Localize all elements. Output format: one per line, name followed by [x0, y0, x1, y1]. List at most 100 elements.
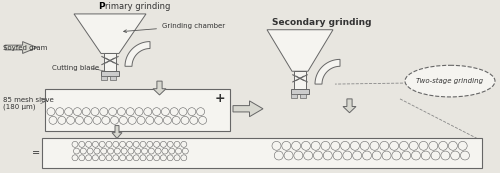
Polygon shape — [5, 42, 37, 53]
Circle shape — [174, 141, 180, 147]
Circle shape — [172, 116, 180, 124]
Circle shape — [135, 108, 143, 116]
Bar — [42, 138, 482, 168]
Circle shape — [49, 116, 57, 124]
Circle shape — [274, 151, 283, 160]
Circle shape — [120, 116, 128, 124]
Circle shape — [438, 141, 448, 150]
Circle shape — [402, 151, 410, 160]
Circle shape — [181, 141, 187, 147]
Circle shape — [362, 151, 372, 160]
Circle shape — [448, 141, 458, 150]
Text: Soyfed gram: Soyfed gram — [3, 44, 48, 51]
Circle shape — [350, 141, 360, 150]
Bar — [110, 76, 116, 80]
Circle shape — [400, 141, 408, 150]
Circle shape — [106, 141, 112, 147]
Circle shape — [409, 141, 418, 150]
Circle shape — [314, 151, 322, 160]
Circle shape — [372, 151, 382, 160]
Circle shape — [113, 141, 119, 147]
Circle shape — [137, 116, 145, 124]
Circle shape — [360, 141, 369, 150]
Circle shape — [155, 148, 161, 154]
Text: =: = — [32, 148, 40, 158]
Circle shape — [179, 108, 187, 116]
Circle shape — [429, 141, 438, 150]
Circle shape — [58, 116, 66, 124]
Circle shape — [168, 148, 174, 154]
Polygon shape — [315, 59, 340, 84]
Circle shape — [106, 155, 112, 161]
Circle shape — [121, 148, 127, 154]
Circle shape — [154, 141, 160, 147]
Circle shape — [108, 148, 114, 154]
Text: Grinding chamber: Grinding chamber — [124, 23, 225, 33]
Circle shape — [333, 151, 342, 160]
Circle shape — [421, 151, 430, 160]
Polygon shape — [343, 99, 356, 113]
Text: rimary grinding: rimary grinding — [105, 2, 170, 11]
Circle shape — [370, 141, 379, 150]
Bar — [294, 71, 306, 89]
Text: 85 mesh sieve
(180 μm): 85 mesh sieve (180 μm) — [3, 97, 54, 110]
Circle shape — [133, 141, 139, 147]
Circle shape — [284, 151, 293, 160]
Circle shape — [392, 151, 401, 160]
Circle shape — [120, 155, 126, 161]
Circle shape — [133, 155, 139, 161]
Circle shape — [323, 151, 332, 160]
Circle shape — [331, 141, 340, 150]
Bar — [291, 94, 298, 98]
Circle shape — [304, 151, 312, 160]
Circle shape — [162, 148, 168, 154]
Bar — [300, 94, 306, 98]
Circle shape — [181, 116, 189, 124]
Circle shape — [86, 155, 91, 161]
Circle shape — [282, 141, 291, 150]
Circle shape — [86, 141, 91, 147]
Circle shape — [91, 108, 99, 116]
Circle shape — [80, 148, 86, 154]
Polygon shape — [125, 42, 150, 66]
Circle shape — [167, 141, 173, 147]
Text: Cutting blade: Cutting blade — [52, 65, 99, 71]
Circle shape — [450, 151, 460, 160]
Bar — [45, 89, 230, 130]
Polygon shape — [153, 81, 166, 95]
Circle shape — [79, 155, 85, 161]
Circle shape — [114, 148, 120, 154]
Circle shape — [74, 108, 82, 116]
Circle shape — [100, 148, 106, 154]
Circle shape — [147, 141, 153, 147]
Text: +: + — [214, 92, 226, 105]
Circle shape — [142, 148, 148, 154]
Circle shape — [431, 151, 440, 160]
Circle shape — [352, 151, 362, 160]
Bar — [101, 71, 119, 76]
Circle shape — [419, 141, 428, 150]
Circle shape — [181, 155, 187, 161]
Circle shape — [412, 151, 420, 160]
Circle shape — [93, 116, 101, 124]
Circle shape — [100, 108, 108, 116]
Circle shape — [188, 108, 196, 116]
Circle shape — [76, 116, 84, 124]
Circle shape — [311, 141, 320, 150]
Circle shape — [174, 155, 180, 161]
Circle shape — [82, 108, 90, 116]
Circle shape — [154, 116, 162, 124]
Polygon shape — [112, 126, 122, 138]
Circle shape — [164, 116, 172, 124]
Circle shape — [94, 148, 100, 154]
Circle shape — [126, 108, 134, 116]
Circle shape — [190, 116, 198, 124]
Circle shape — [460, 151, 469, 160]
Circle shape — [134, 148, 140, 154]
Circle shape — [458, 141, 467, 150]
Circle shape — [170, 108, 178, 116]
Circle shape — [126, 141, 132, 147]
Circle shape — [79, 141, 85, 147]
Circle shape — [198, 116, 206, 124]
Circle shape — [47, 108, 55, 116]
